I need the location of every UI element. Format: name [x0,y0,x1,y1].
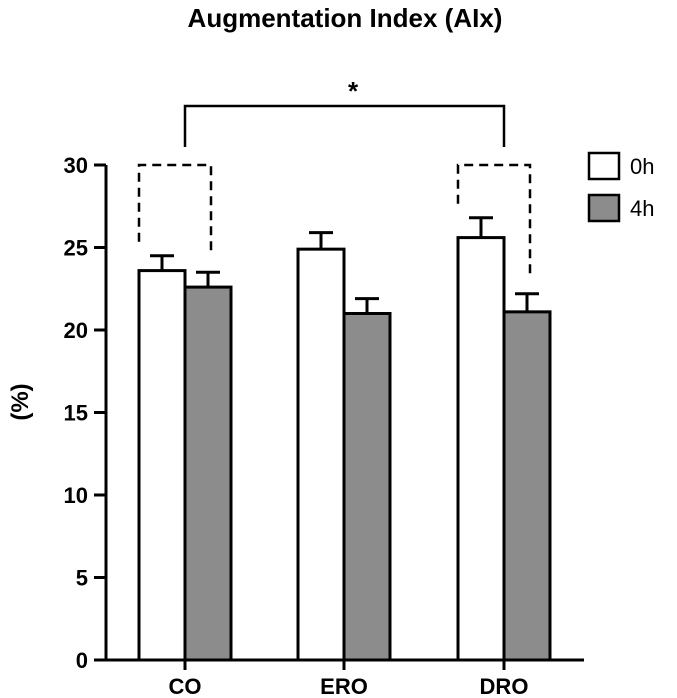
y-tick-label-20: 20 [64,318,88,343]
y-axis-label: (%) [7,383,34,420]
y-tick-label-5: 5 [76,566,88,591]
bar-ero-0h [296,247,346,662]
bar-dro-0h [456,236,506,662]
y-tick-label-25: 25 [64,236,88,261]
legend-label-4h: 4h [630,196,654,221]
paired-bracket-dro [456,163,532,274]
significance-bracket [183,104,506,147]
x-tick-label-co: CO [169,674,202,698]
y-tick-label-15: 15 [64,401,88,426]
y-tick-label-30: 30 [64,153,88,178]
x-tick-label-ero: ERO [320,674,368,698]
bar-ero-4h [342,312,392,662]
bar-dro-4h [502,310,552,662]
paired-bracket-co [137,163,213,253]
y-tick-label-0: 0 [76,648,88,673]
bar-co-0h [137,269,187,662]
legend-swatch-4h [587,193,621,223]
legend-label-0h: 0h [630,154,654,179]
significance-star: * [348,76,359,106]
chart-title: Augmentation Index (AIx) [188,3,503,33]
y-tick-label-10: 10 [64,483,88,508]
chart-marks: 0 5 10 15 20 25 30 CO ERO DRO 0h 4h [64,104,654,698]
x-tick-label-dro: DRO [480,674,529,698]
legend-swatch-0h [587,151,621,181]
bar-co-4h [183,285,233,662]
